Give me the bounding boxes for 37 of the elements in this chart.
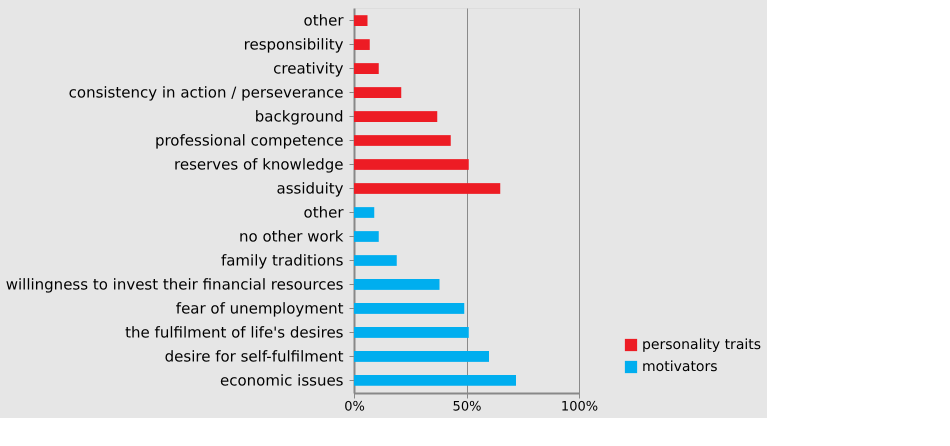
- y-tick-label: assiduity: [276, 180, 344, 198]
- legend-label: motivators: [642, 359, 718, 375]
- y-tick-label: responsibility: [244, 36, 344, 54]
- bar: [354, 63, 379, 74]
- bar: [354, 327, 469, 338]
- y-tick-label: family traditions: [220, 251, 344, 270]
- x-tick-label: 50%: [452, 400, 482, 414]
- bar: [354, 375, 516, 386]
- bar: [354, 183, 500, 194]
- bar: [354, 159, 469, 170]
- y-tick-label: consistency in action / perseverance: [68, 84, 344, 102]
- bar: [354, 39, 370, 50]
- bar: [354, 279, 440, 290]
- y-tick-label: desire for self-fulfilment: [164, 347, 344, 366]
- y-tick-label: other: [304, 12, 344, 30]
- x-tick-label: 0%: [344, 400, 365, 414]
- y-tick-label: no other work: [239, 227, 344, 246]
- y-tick-label: reserves of knowledge: [174, 156, 344, 174]
- legend-label: personality traits: [642, 337, 762, 353]
- bar: [354, 135, 451, 146]
- bar: [354, 15, 368, 26]
- y-tick-label: fear of unemployment: [176, 299, 344, 318]
- y-tick-label: background: [254, 108, 344, 126]
- bar: [354, 231, 379, 242]
- y-tick-label: the fulfilment of life's desires: [125, 323, 344, 342]
- bar: [354, 87, 402, 98]
- y-tick-label: willingness to invest their financial resources: [6, 275, 344, 294]
- x-tick-label: 100%: [560, 400, 598, 414]
- bar: [354, 111, 438, 122]
- y-tick-label: creativity: [273, 60, 344, 78]
- y-tick-label: professional competence: [154, 132, 344, 150]
- y-tick-label: other: [304, 203, 344, 222]
- bar: [354, 303, 464, 314]
- bar: [354, 255, 397, 266]
- y-tick-label: economic issues: [220, 371, 344, 390]
- bar: [354, 351, 489, 362]
- bar: [354, 207, 374, 218]
